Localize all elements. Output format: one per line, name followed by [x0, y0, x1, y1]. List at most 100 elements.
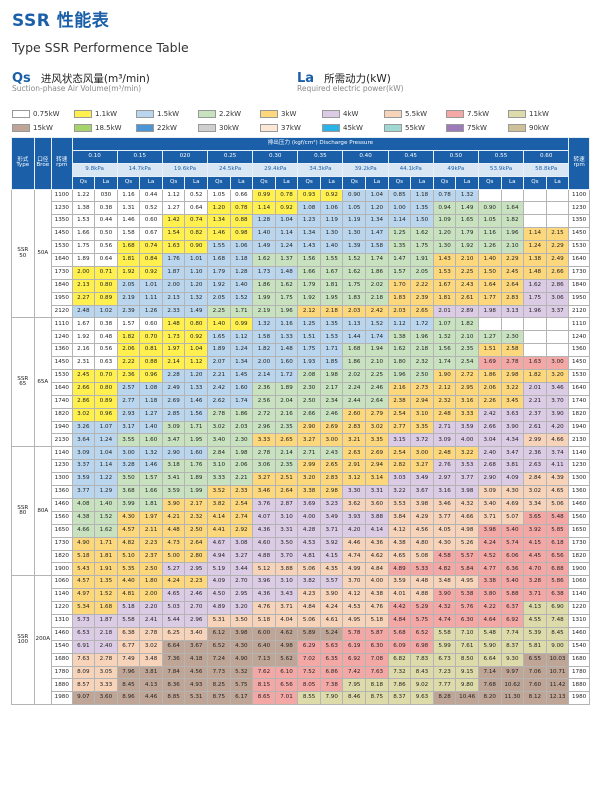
la-value-cell: 1.89	[274, 381, 299, 396]
la-value-cell: 2.65	[319, 459, 344, 474]
la-value-cell: 1.19	[319, 214, 344, 229]
qs-value-cell: 2.06	[116, 343, 141, 358]
la-value-cell: 1.96	[410, 330, 434, 345]
la-value-cell: 0.92	[184, 330, 209, 345]
table-row: 2130 3.64 1.24 3.55 1.60 3.47 1.95 3.40 2.30 3.33…	[12, 433, 590, 448]
la-value-cell: 3.74	[545, 446, 570, 461]
qs-value-cell: 7.86	[387, 678, 412, 693]
la-value-cell: 0.74	[139, 240, 163, 255]
qs-value-cell: 4.13	[523, 601, 547, 615]
rpm-cell: 1360	[51, 485, 73, 499]
legend-item: 55kW	[384, 121, 446, 134]
la-value-cell: 2.35	[274, 459, 299, 474]
qs-value-cell	[523, 188, 547, 203]
la-value-cell: 2.46	[365, 381, 389, 396]
qs-value-cell: 5.89	[297, 626, 321, 641]
qs-value-cell: 1.34	[207, 214, 231, 229]
qs-value-cell: 4.28	[297, 523, 321, 538]
qs-value-cell: 1.43	[297, 240, 321, 255]
la-value-cell: 3.08	[229, 536, 254, 551]
la-value-cell: 1.18	[139, 394, 163, 409]
la-value-cell: 4.00	[455, 433, 479, 448]
rpm-cell: 1780	[51, 665, 73, 680]
rpm-cell: 1360	[51, 343, 73, 358]
la-value-cell: 4.76	[365, 601, 389, 615]
legend-label: 1.5kW	[157, 109, 180, 118]
la-value-cell: 2.94	[410, 394, 434, 409]
la-value-cell: 3.10	[274, 510, 299, 525]
la-value-cell: 5.31	[184, 691, 209, 706]
rpm-cell-right: 1350	[568, 214, 590, 229]
la-value-cell: 3.50	[229, 613, 254, 628]
legend-item: 3kW	[260, 107, 322, 120]
la-value-cell: 1.62	[274, 278, 299, 293]
la-value-cell: 4.34	[500, 433, 525, 448]
la-value-cell: 1.32	[139, 446, 163, 461]
qs-value-cell: 3.33	[252, 433, 276, 448]
qs-value-cell: 5.12	[252, 562, 276, 577]
la-value-cell: 2.29	[545, 240, 570, 255]
legend-item: 90kW	[508, 121, 570, 134]
la-value-cell: 2.92	[229, 523, 254, 538]
qs-value-cell: 3.06	[252, 459, 276, 474]
qs-value-cell: 1.22	[71, 188, 96, 203]
la-value-cell: 1.24	[229, 343, 254, 358]
qs-value-cell: 5.27	[161, 562, 186, 577]
qs-value-cell: 2.97	[432, 472, 457, 487]
qs-value-cell: 3.34	[523, 497, 547, 512]
qs-value-cell: 1.96	[523, 304, 547, 319]
la-value-cell: 1.14	[274, 227, 299, 242]
la-value-cell: 5.75	[229, 678, 254, 693]
la-value-cell: 1.96	[274, 304, 299, 319]
la-value-cell: 3.60	[365, 497, 389, 512]
la-value-cell	[545, 188, 570, 203]
rpm-cell-right: 1460	[568, 626, 590, 641]
qs-value-cell: 2.19	[252, 304, 276, 319]
qs-value-cell: 5.35	[116, 562, 141, 577]
qs-value-cell: 8.57	[71, 678, 96, 693]
la-value-cell: 4.29	[410, 510, 434, 525]
la-value-cell: 2.74	[229, 510, 254, 525]
qs-value-cell: 1.70	[387, 278, 412, 293]
la-value-cell: 1.86	[365, 265, 389, 280]
la-value-cell: 8.43	[410, 665, 434, 680]
qs-value-cell: 2.68	[477, 459, 502, 474]
qs-value-cell: 1.57	[116, 317, 141, 332]
la-value-cell: 3.22	[455, 446, 479, 461]
la-value-cell: 2.46	[319, 407, 344, 422]
la-value-cell: 2.18	[365, 291, 389, 306]
qs-value-cell: 3.28	[523, 575, 547, 590]
qs-value-cell: 6.91	[71, 639, 96, 654]
qs-value-cell: 2.27	[71, 291, 96, 306]
qs-value-cell: 7.84	[161, 665, 186, 680]
la-value-cell: 6.56	[274, 678, 299, 693]
la-value-cell: 3.02	[365, 420, 389, 435]
qs-value-cell: 2.85	[161, 407, 186, 422]
la-value-cell: 4.48	[410, 575, 434, 590]
la-value-cell: 0.70	[139, 330, 163, 345]
kpa-header: 19.6kPa	[161, 162, 209, 177]
qs-value-cell: 2.32	[432, 394, 457, 409]
qs-value-cell: 2.30	[297, 381, 321, 396]
qs-value-cell: 2.48	[432, 407, 457, 422]
qs-value-cell: 1.27	[161, 201, 186, 216]
la-value-cell: 1.87	[94, 613, 118, 628]
la-value-cell: 1.53	[319, 330, 344, 345]
qs-value-cell: 7.52	[297, 665, 321, 680]
qs-value-cell: 4.52	[477, 549, 502, 564]
rpm-cell-right: 1730	[568, 265, 590, 280]
la-value-cell: 3.00	[410, 446, 434, 461]
qs-value-cell: 4.77	[477, 562, 502, 577]
la-value-cell: 0.70	[94, 369, 118, 383]
la-value-cell: 3.31	[274, 523, 299, 538]
la-value-cell: 0.81	[139, 343, 163, 358]
legend-label: 15kW	[33, 123, 53, 132]
qs-value-cell: 4.57	[71, 575, 96, 590]
qs-value-cell: 1.73	[161, 330, 186, 345]
la-value-cell: 6.30	[455, 613, 479, 628]
qs-value-cell: 3.84	[387, 510, 412, 525]
la-value-cell: 2.98	[319, 485, 344, 499]
la-legend-key: La 所需动力(kW) Required electric power(kW)	[297, 67, 404, 93]
qs-value-cell: 4.55	[523, 613, 547, 628]
rpm-cell-right: 2120	[568, 304, 590, 319]
